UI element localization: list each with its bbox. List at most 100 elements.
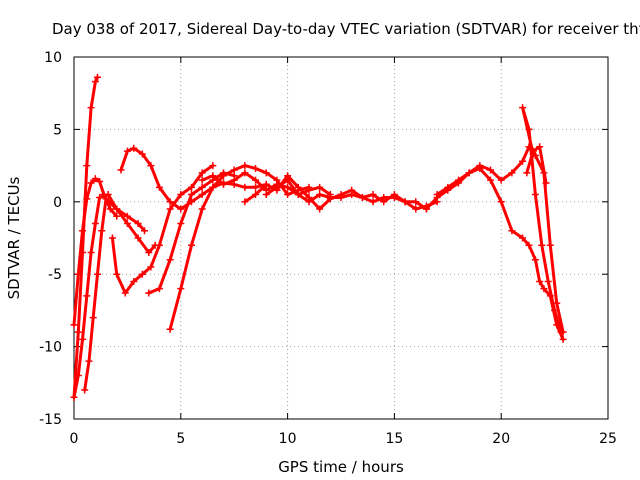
data-point	[230, 176, 238, 184]
data-point	[220, 180, 228, 188]
data-point	[198, 176, 206, 184]
data-point	[294, 191, 302, 199]
series-line	[168, 164, 311, 331]
data-point	[390, 193, 398, 201]
data-point	[529, 147, 537, 155]
data-point	[358, 193, 366, 201]
data-point	[98, 227, 106, 235]
y-tick-label: -5	[48, 267, 62, 283]
data-point	[380, 193, 388, 201]
data-point	[262, 169, 270, 177]
data-point	[241, 183, 249, 191]
data-point	[252, 183, 260, 191]
data-point	[525, 241, 533, 249]
data-point	[145, 289, 153, 297]
data-point	[93, 270, 101, 278]
data-point	[551, 306, 559, 314]
data-point	[465, 169, 473, 177]
x-tick-label: 25	[599, 431, 617, 447]
data-point	[369, 198, 377, 206]
y-tick-label: 10	[44, 50, 62, 66]
data-point	[519, 157, 527, 165]
y-tick-label: 5	[53, 122, 62, 138]
data-point	[155, 241, 163, 249]
series-arc4	[81, 195, 148, 394]
series-line	[435, 167, 565, 341]
data-point	[117, 166, 125, 174]
data-point	[209, 172, 217, 180]
grid	[74, 57, 608, 419]
data-point	[444, 183, 452, 191]
data-point	[140, 227, 148, 235]
data-point	[123, 220, 131, 228]
data-point	[284, 191, 292, 199]
series-line	[424, 145, 565, 334]
data-point	[187, 183, 195, 191]
y-tick-labels: -15 -10 -5 0 5 10	[39, 50, 62, 428]
data-point	[316, 183, 324, 191]
data-point	[294, 183, 302, 191]
data-point	[198, 183, 206, 191]
data-point	[85, 357, 93, 365]
data-point	[220, 172, 228, 180]
data-point	[412, 205, 420, 213]
data-point	[487, 166, 495, 174]
series-arc15	[523, 143, 550, 187]
data-point	[155, 285, 163, 293]
data-point	[540, 285, 548, 293]
x-tick-label: 0	[70, 431, 79, 447]
data-point	[508, 227, 516, 235]
data-point	[241, 198, 249, 206]
series-group	[70, 73, 567, 401]
data-point	[209, 183, 217, 191]
data-point	[536, 143, 544, 151]
series-arc8	[166, 162, 313, 333]
data-point	[209, 162, 217, 170]
data-point	[305, 186, 313, 194]
data-point	[559, 335, 567, 343]
data-point	[177, 285, 185, 293]
data-point	[79, 227, 87, 235]
data-point	[369, 191, 377, 199]
plot-frame	[73, 56, 609, 420]
data-point	[525, 125, 533, 133]
data-point	[113, 270, 121, 278]
data-point	[147, 162, 155, 170]
x-axis-label: GPS time / hours	[278, 458, 404, 476]
data-point	[241, 169, 249, 177]
data-point	[348, 191, 356, 199]
x-tick-label: 5	[176, 431, 185, 447]
tick-marks	[73, 56, 609, 420]
series-line	[119, 146, 268, 211]
data-point	[83, 162, 91, 170]
data-point	[187, 191, 195, 199]
data-point	[123, 147, 131, 155]
data-point	[87, 179, 95, 187]
data-point	[121, 289, 129, 297]
data-point	[96, 178, 104, 186]
data-point	[91, 78, 99, 86]
data-point	[79, 335, 87, 343]
data-point	[108, 234, 116, 242]
data-point	[422, 205, 430, 213]
data-point	[544, 277, 552, 285]
data-point	[487, 176, 495, 184]
data-point	[83, 292, 91, 300]
data-point	[166, 256, 174, 264]
data-point	[433, 191, 441, 199]
x-tick-labels: 0 5 10 15 20 25	[70, 431, 617, 447]
series-arc11	[262, 176, 430, 213]
data-point	[262, 180, 270, 188]
data-point	[102, 195, 110, 203]
data-point	[273, 183, 281, 191]
data-point	[91, 220, 99, 228]
data-point	[145, 248, 153, 256]
x-tick-label: 15	[385, 431, 403, 447]
data-point	[177, 191, 185, 199]
data-point	[177, 220, 185, 228]
data-point	[106, 205, 114, 213]
data-point	[113, 205, 121, 213]
series-line	[264, 178, 428, 211]
data-point	[74, 328, 82, 336]
